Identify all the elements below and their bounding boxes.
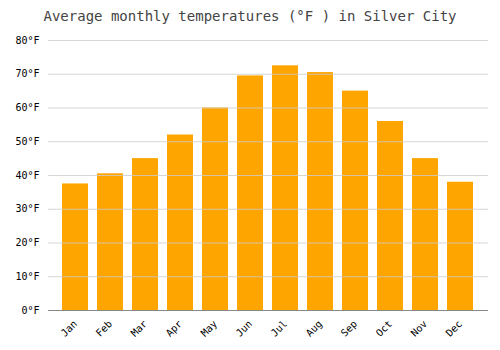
svg-text:Jun: Jun <box>234 318 255 339</box>
svg-text:Jul: Jul <box>269 318 290 339</box>
svg-text:Apr: Apr <box>164 318 185 339</box>
svg-text:80°F: 80°F <box>15 35 39 46</box>
svg-text:May: May <box>199 318 220 339</box>
svg-text:30°F: 30°F <box>15 203 39 214</box>
html-text:Average monthly temperatures (: Average monthly temperatures (°F ) in Si… <box>43 8 457 24</box>
svg-text:Nov: Nov <box>409 318 430 339</box>
svg-text:Oct: Oct <box>374 318 395 339</box>
svg-text:Sep: Sep <box>339 318 360 339</box>
svg-text:Jan: Jan <box>59 318 80 339</box>
svg-text:Aug: Aug <box>304 318 325 339</box>
svg-text:10°F: 10°F <box>15 271 39 282</box>
svg-text:Dec: Dec <box>444 318 465 339</box>
svg-text:50°F: 50°F <box>15 136 39 147</box>
svg-text:60°F: 60°F <box>15 102 39 113</box>
svg-text:Mar: Mar <box>129 318 150 339</box>
svg-text:Feb: Feb <box>94 318 115 339</box>
svg-text:20°F: 20°F <box>15 237 39 248</box>
svg-text:0°F: 0°F <box>21 305 39 316</box>
svg-text:40°F: 40°F <box>15 170 39 181</box>
svg-text:70°F: 70°F <box>15 68 39 79</box>
